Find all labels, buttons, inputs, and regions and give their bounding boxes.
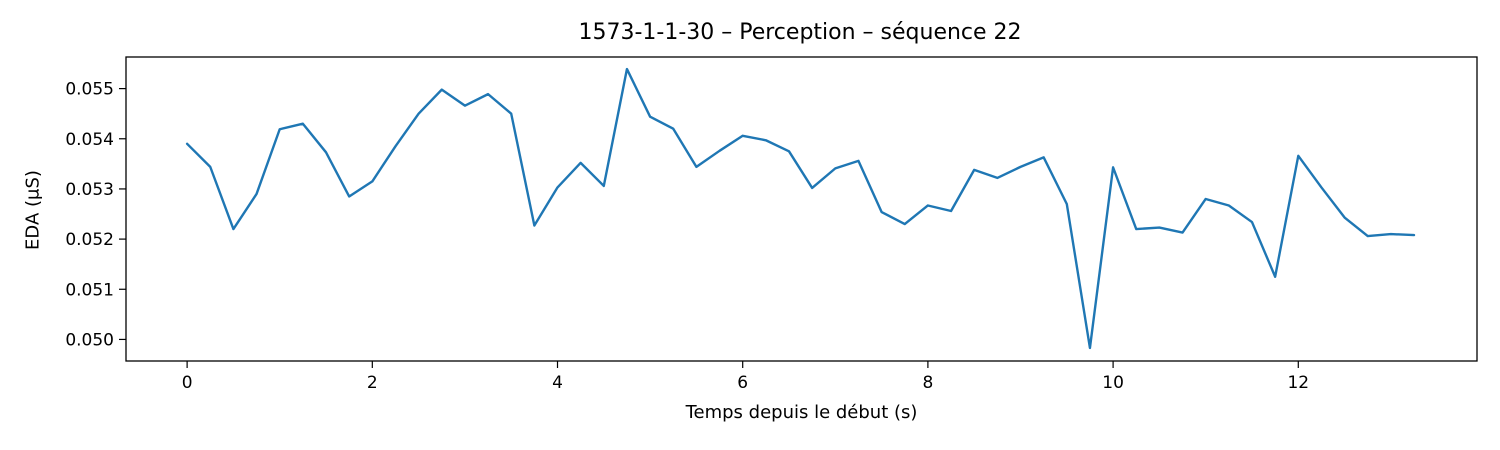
y-tick-label: 0.053 (65, 180, 114, 200)
plot-frame (125, 56, 1478, 362)
x-tick-label: 10 (1102, 373, 1124, 393)
x-tick-label: 2 (367, 373, 378, 393)
y-tick-label: 0.050 (65, 330, 114, 350)
y-tick-label: 0.051 (65, 280, 114, 300)
y-axis-label: EDA (µS) (22, 170, 44, 250)
y-tick-label: 0.052 (65, 230, 114, 250)
eda-series-line (185, 67, 1416, 350)
x-tick-label: 4 (552, 373, 563, 393)
x-tick-label: 12 (1287, 373, 1309, 393)
x-axis-ticks: 0 2 4 6 8 10 12 (182, 361, 1309, 393)
chart-title: 1573-1-1-30 – Perception – séquence 22 (578, 20, 1022, 45)
x-axis-label: Temps depuis le début (s) (685, 402, 918, 423)
x-tick-label: 0 (182, 373, 193, 393)
series-layer (185, 67, 1416, 350)
x-tick-label: 6 (737, 373, 748, 393)
x-tick-label: 8 (922, 373, 933, 393)
y-axis-ticks: 0.050 0.051 0.052 0.053 0.054 0.055 (65, 80, 126, 350)
y-tick-label: 0.054 (65, 130, 114, 150)
y-tick-label: 0.055 (65, 80, 114, 100)
